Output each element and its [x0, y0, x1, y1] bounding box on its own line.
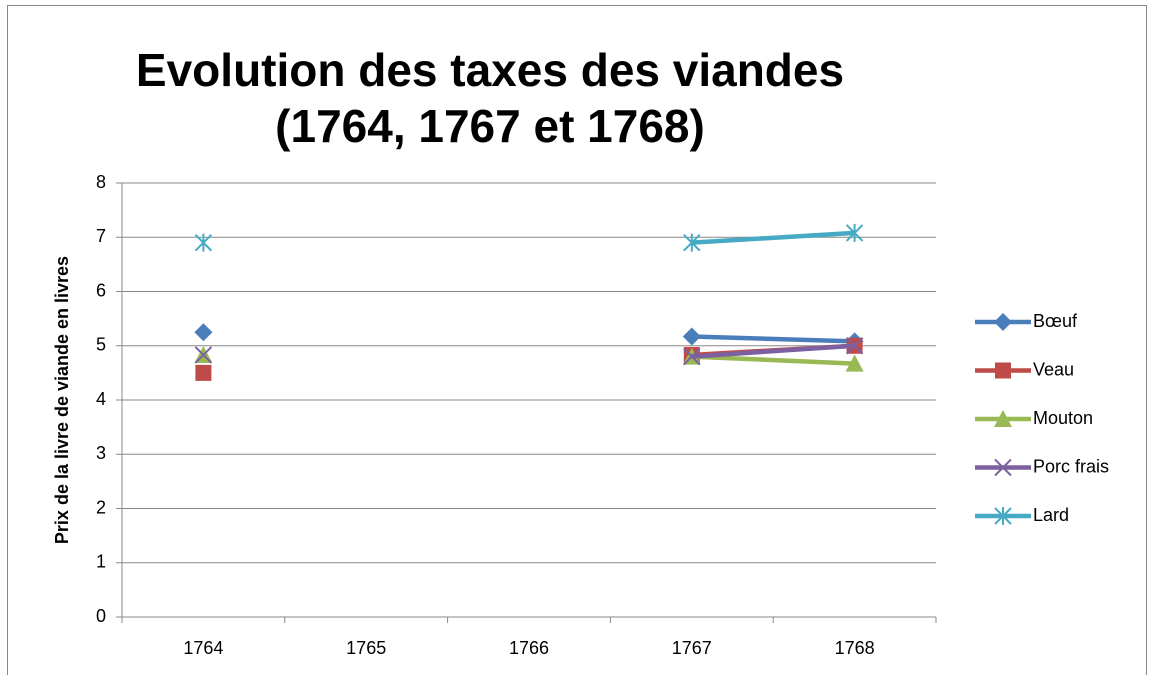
chart-frame [7, 5, 1147, 675]
data-point [845, 354, 864, 372]
x-tick-label: 1766 [509, 638, 549, 658]
data-point [194, 346, 213, 364]
data-point [194, 233, 213, 252]
legend-marker [994, 313, 1012, 331]
data-point [683, 233, 701, 252]
series-line [691, 334, 855, 344]
x-tick-label: 1765 [346, 638, 386, 658]
chart-title: Evolution des taxes des viandes (1764, 1… [135, 44, 845, 152]
legend-label: Mouton [1033, 408, 1093, 428]
series-line [691, 354, 855, 366]
x-tick-label: 1767 [672, 638, 712, 658]
series-line [691, 343, 855, 359]
y-tick-label: 2 [96, 497, 106, 517]
y-tick-label: 8 [96, 172, 106, 192]
legend-marker [995, 362, 1011, 379]
y-tick-label: 3 [96, 443, 106, 463]
legend-marker [994, 410, 1012, 427]
data-point [194, 323, 213, 342]
y-tick-label: 7 [96, 226, 106, 246]
legend-label: Bœuf [1033, 311, 1078, 331]
legend-marker [994, 458, 1012, 477]
x-tick-label: 1764 [183, 638, 223, 658]
data-point [683, 347, 701, 366]
y-tick-label: 6 [96, 280, 106, 300]
y-tick-label: 5 [96, 335, 106, 355]
data-point [845, 337, 864, 355]
data-point [195, 364, 212, 381]
legend-label: Veau [1033, 359, 1074, 379]
legend-label: Lard [1033, 505, 1069, 525]
y-tick-label: 0 [96, 606, 106, 626]
y-tick-label: 4 [96, 389, 106, 409]
data-point [682, 327, 701, 346]
x-tick-label: 1768 [835, 638, 875, 658]
series-line [691, 230, 855, 245]
legend-marker [994, 507, 1012, 525]
legend-label: Porc frais [1033, 456, 1109, 476]
y-axis-label: Prix de la livre de viande en livres [52, 256, 72, 544]
y-tick-label: 1 [96, 552, 106, 572]
data-point [845, 223, 864, 242]
